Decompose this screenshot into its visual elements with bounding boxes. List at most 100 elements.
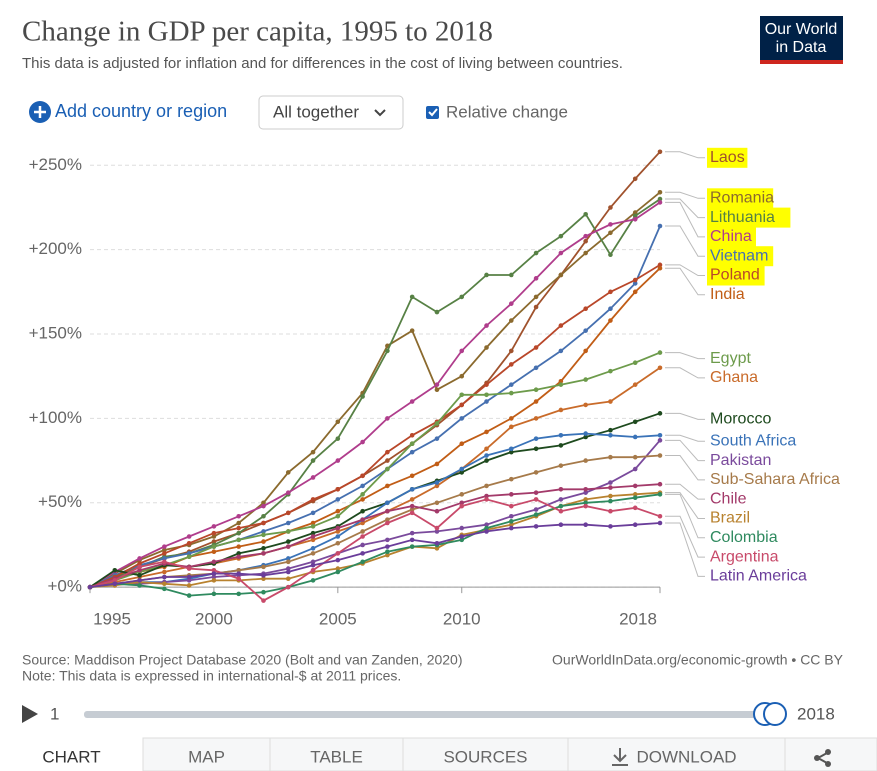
- tab[interactable]: [567, 737, 786, 771]
- point: [459, 500, 465, 506]
- slider-track[interactable]: [84, 711, 774, 718]
- point: [112, 581, 118, 587]
- tab[interactable]: [402, 737, 569, 771]
- point: [657, 432, 663, 438]
- label-connector: [665, 191, 705, 199]
- point: [608, 485, 613, 490]
- legend-label[interactable]: Brazil: [710, 510, 750, 527]
- checkbox[interactable]: [426, 106, 439, 119]
- point: [434, 480, 440, 485]
- point: [211, 544, 217, 549]
- point: [261, 529, 266, 534]
- legend-label[interactable]: Latin America: [710, 568, 807, 585]
- point: [211, 571, 217, 576]
- label-connector: [665, 201, 705, 238]
- point: [285, 544, 291, 549]
- point: [335, 551, 341, 556]
- legend-label[interactable]: Ghana: [710, 369, 758, 386]
- legend-label[interactable]: Vietnam: [710, 247, 768, 264]
- point: [583, 503, 588, 509]
- legend-label[interactable]: Romania: [710, 190, 774, 207]
- point: [409, 328, 415, 333]
- legend-label[interactable]: Poland: [710, 267, 760, 284]
- series-line: [89, 493, 661, 597]
- point: [211, 524, 217, 529]
- url[interactable]: OurWorldInData.org/economic-growth • CC …: [552, 652, 844, 668]
- label-connector: [665, 264, 705, 277]
- x-tick-label: 1995: [93, 610, 131, 629]
- series-line: [89, 351, 661, 588]
- point: [632, 495, 638, 501]
- slider-knob[interactable]: [763, 702, 787, 726]
- logo[interactable]: [760, 16, 843, 64]
- legend-label[interactable]: Colombia: [710, 529, 778, 546]
- point: [385, 508, 390, 514]
- point: [484, 525, 489, 531]
- tab[interactable]: [142, 737, 271, 771]
- legend-label[interactable]: South Africa: [710, 432, 796, 449]
- point: [533, 387, 539, 393]
- point: [657, 190, 663, 195]
- point: [360, 473, 365, 479]
- point: [632, 483, 638, 489]
- point: [385, 517, 390, 522]
- point: [434, 500, 440, 506]
- point: [632, 466, 638, 472]
- tab[interactable]: [784, 737, 877, 771]
- tab-label: DOWNLOAD: [636, 747, 736, 766]
- point: [459, 534, 465, 539]
- point: [409, 473, 415, 479]
- legend-label[interactable]: Sub-Sahara Africa: [710, 471, 840, 488]
- point: [285, 510, 291, 516]
- point: [459, 348, 465, 354]
- share-dot: [814, 755, 820, 761]
- point: [335, 419, 341, 425]
- point: [608, 222, 613, 227]
- point: [335, 540, 341, 546]
- point: [385, 552, 390, 558]
- point: [509, 525, 514, 531]
- legend-label[interactable]: Chile: [710, 490, 747, 507]
- point: [236, 537, 241, 543]
- point: [335, 525, 341, 531]
- legend-label[interactable]: China: [710, 228, 752, 245]
- point: [533, 365, 539, 371]
- point: [112, 567, 118, 573]
- point: [583, 306, 588, 312]
- x-tick-label: 2010: [443, 610, 481, 629]
- point: [409, 399, 415, 404]
- tab[interactable]: [0, 738, 143, 771]
- legend-label[interactable]: Lithuania: [710, 209, 775, 226]
- point: [409, 544, 415, 549]
- legend-label[interactable]: Pakistan: [710, 452, 771, 469]
- point: [509, 446, 514, 452]
- tab[interactable]: [269, 737, 404, 771]
- point: [533, 446, 539, 452]
- legend-label[interactable]: Morocco: [710, 411, 771, 428]
- play[interactable]: [22, 705, 38, 723]
- point: [310, 567, 316, 573]
- add-button[interactable]: Add country or region: [55, 101, 227, 121]
- point: [236, 554, 241, 560]
- point: [261, 520, 266, 526]
- legend-label[interactable]: Argentina: [710, 548, 779, 565]
- point: [533, 524, 539, 529]
- dropdown[interactable]: [258, 95, 404, 130]
- legend-label[interactable]: Laos: [710, 149, 745, 166]
- point: [434, 461, 440, 467]
- point: [632, 454, 638, 460]
- point: [558, 497, 564, 502]
- point: [533, 507, 539, 512]
- point: [583, 497, 588, 502]
- series-line: [89, 522, 661, 588]
- point: [162, 569, 167, 575]
- point: [335, 569, 341, 575]
- point: [261, 589, 266, 595]
- point: [434, 382, 440, 387]
- legend-label[interactable]: Egypt: [710, 350, 751, 367]
- point: [285, 569, 291, 575]
- point: [236, 576, 241, 581]
- legend-label[interactable]: India: [710, 286, 745, 303]
- point: [657, 262, 663, 268]
- point: [409, 441, 415, 447]
